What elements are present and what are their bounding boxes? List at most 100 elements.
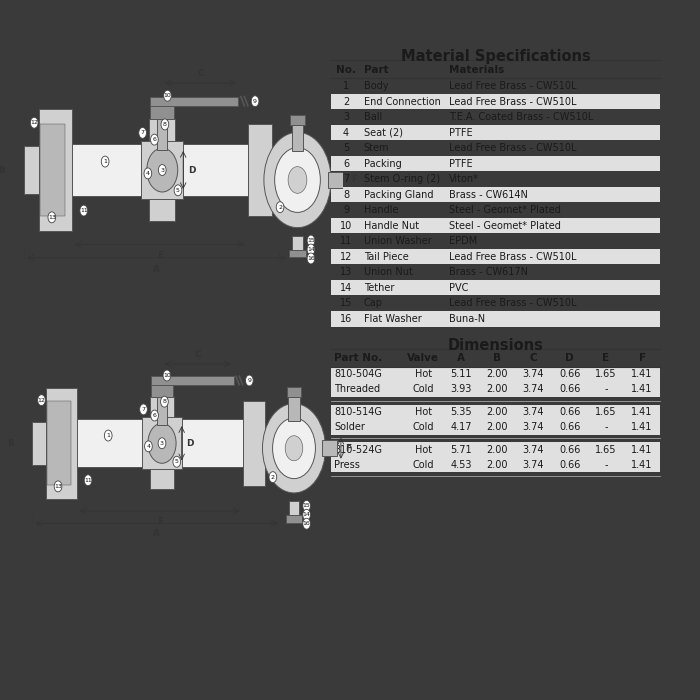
- Text: 1.41: 1.41: [631, 444, 653, 454]
- Text: EPDM: EPDM: [449, 236, 477, 246]
- Text: C: C: [530, 354, 538, 363]
- Bar: [265, 426, 281, 460]
- Text: Ball: Ball: [363, 112, 382, 122]
- Text: 3.74: 3.74: [523, 422, 545, 432]
- Text: 1.41: 1.41: [631, 422, 653, 432]
- Text: -: -: [604, 422, 608, 432]
- Circle shape: [164, 90, 172, 101]
- Circle shape: [163, 370, 171, 381]
- Text: 3: 3: [343, 112, 349, 122]
- Text: 14: 14: [340, 283, 352, 293]
- Circle shape: [158, 438, 166, 449]
- Text: B: B: [494, 354, 501, 363]
- Text: 2.00: 2.00: [486, 370, 508, 379]
- Text: 1.65: 1.65: [595, 370, 617, 379]
- Circle shape: [307, 253, 315, 264]
- Text: Tether: Tether: [363, 283, 394, 293]
- Text: 2.00: 2.00: [486, 444, 508, 454]
- Text: 1.65: 1.65: [595, 407, 617, 417]
- Text: 2: 2: [271, 475, 275, 480]
- Text: 15: 15: [340, 298, 352, 308]
- Bar: [331, 187, 660, 202]
- Bar: [32, 421, 46, 465]
- Bar: [157, 397, 167, 425]
- Text: Lead Free Brass - CW510L: Lead Free Brass - CW510L: [449, 298, 577, 308]
- Text: 4: 4: [146, 444, 150, 449]
- Text: 16: 16: [302, 522, 311, 526]
- Text: Packing Gland: Packing Gland: [363, 190, 433, 200]
- Text: 3.74: 3.74: [523, 384, 545, 395]
- Text: 3.74: 3.74: [523, 460, 545, 470]
- Text: 12: 12: [30, 120, 38, 125]
- Bar: [149, 120, 176, 220]
- Bar: [150, 377, 234, 385]
- Text: 2.00: 2.00: [486, 407, 508, 417]
- Text: Steel - Geomet* Plated: Steel - Geomet* Plated: [449, 220, 561, 231]
- Bar: [331, 367, 660, 397]
- Text: Packing: Packing: [363, 159, 401, 169]
- Text: Cold: Cold: [412, 422, 434, 432]
- Bar: [151, 385, 173, 397]
- Text: 5.11: 5.11: [450, 370, 472, 379]
- Text: 0.66: 0.66: [559, 407, 580, 417]
- Bar: [322, 440, 337, 456]
- Text: B: B: [7, 439, 14, 448]
- Text: 0.66: 0.66: [559, 444, 580, 454]
- Circle shape: [251, 96, 259, 106]
- Circle shape: [288, 167, 307, 193]
- Text: D: D: [566, 354, 574, 363]
- Circle shape: [30, 118, 38, 128]
- Circle shape: [84, 475, 92, 486]
- Circle shape: [54, 481, 62, 492]
- Text: 13: 13: [340, 267, 352, 277]
- Text: Part No.: Part No.: [334, 354, 382, 363]
- Text: Stem: Stem: [363, 143, 389, 153]
- Text: A: A: [457, 354, 466, 363]
- Text: Seat (2): Seat (2): [363, 127, 402, 138]
- Bar: [290, 115, 304, 125]
- Text: 5.35: 5.35: [450, 407, 472, 417]
- Text: 6: 6: [343, 159, 349, 169]
- Text: Materials: Materials: [449, 65, 505, 75]
- Text: E: E: [157, 517, 163, 526]
- Text: 1.41: 1.41: [631, 407, 653, 417]
- Text: 11: 11: [80, 208, 88, 213]
- Text: F: F: [351, 176, 357, 185]
- Text: F: F: [638, 354, 645, 363]
- Text: 12: 12: [38, 398, 46, 402]
- Circle shape: [150, 410, 158, 421]
- Circle shape: [272, 418, 316, 479]
- Text: 9: 9: [253, 99, 257, 104]
- Text: PVC: PVC: [449, 283, 468, 293]
- Bar: [150, 106, 174, 120]
- Bar: [331, 442, 660, 472]
- Text: 10: 10: [164, 93, 172, 98]
- Text: Cap: Cap: [363, 298, 383, 308]
- Circle shape: [139, 127, 146, 139]
- Text: Valve: Valve: [407, 354, 440, 363]
- Text: E: E: [603, 354, 610, 363]
- Text: 5.71: 5.71: [450, 444, 472, 454]
- Text: 16: 16: [340, 314, 352, 323]
- Text: 11: 11: [340, 236, 352, 246]
- Circle shape: [80, 205, 88, 216]
- Circle shape: [276, 202, 284, 213]
- Text: 8: 8: [162, 399, 167, 404]
- Text: Stem O-ring (2): Stem O-ring (2): [363, 174, 440, 184]
- Text: 6: 6: [153, 137, 156, 142]
- Text: Lead Free Brass - CW510L: Lead Free Brass - CW510L: [449, 81, 577, 91]
- Text: 2: 2: [278, 204, 282, 210]
- Text: 6: 6: [153, 413, 157, 418]
- Text: Handle Nut: Handle Nut: [363, 220, 419, 231]
- Text: Cold: Cold: [412, 460, 434, 470]
- Text: 10: 10: [340, 220, 352, 231]
- Circle shape: [173, 456, 181, 467]
- Text: 12: 12: [340, 252, 352, 262]
- Circle shape: [262, 403, 326, 493]
- Text: 13: 13: [48, 215, 56, 220]
- Circle shape: [307, 235, 315, 246]
- Text: 0.66: 0.66: [559, 370, 580, 379]
- Text: Hot: Hot: [415, 407, 432, 417]
- Text: Solder: Solder: [334, 422, 365, 432]
- Text: 9: 9: [247, 378, 251, 383]
